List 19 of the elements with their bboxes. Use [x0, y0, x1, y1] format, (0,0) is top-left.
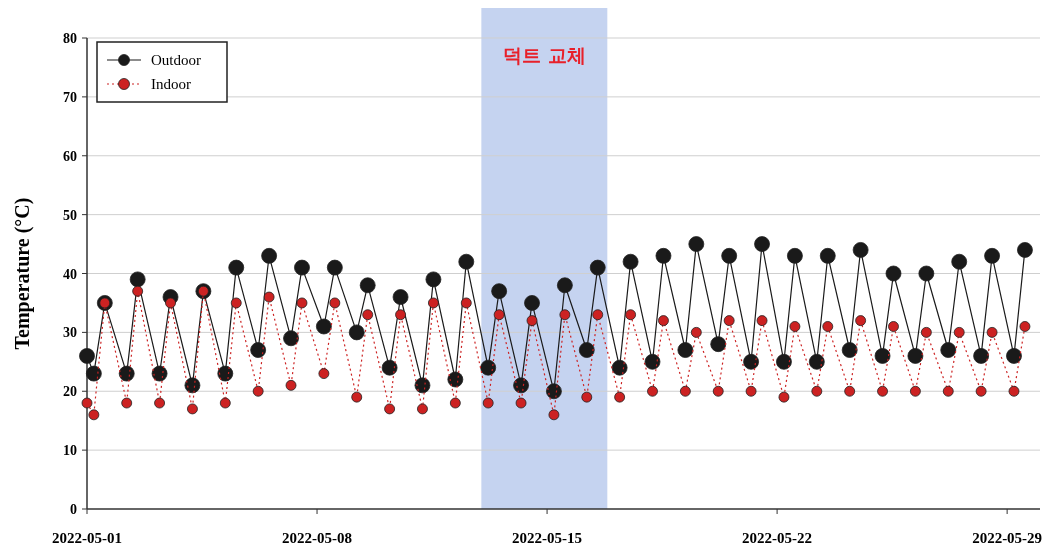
band-label: 덕트 교체: [503, 44, 586, 66]
y-tick-label: 80: [63, 31, 77, 46]
y-tick-label: 0: [70, 502, 77, 517]
y-tick-label: 20: [63, 384, 77, 400]
y-tick-label: 60: [63, 148, 77, 164]
y-tick-label: 50: [63, 207, 77, 223]
legend-label: Outdoor: [151, 52, 201, 68]
x-tick-label: 2022-05-01: [52, 530, 122, 546]
y-axis-title: Temperature (°C): [11, 197, 34, 350]
y-tick-label: 10: [63, 443, 77, 459]
y-tick-label: 30: [63, 325, 77, 341]
band: 덕트 교체: [481, 8, 608, 509]
x-tick-label: 2022-05-15: [512, 530, 583, 546]
x-tick-label: 2022-05-29: [972, 530, 1043, 546]
x-tick-label: 2022-05-08: [282, 530, 353, 546]
x-tick-label: 2022-05-22: [742, 530, 813, 546]
y-tick-label: 70: [63, 89, 77, 105]
legend-label: Indoor: [151, 76, 191, 92]
y-tick-label: 40: [63, 266, 77, 282]
